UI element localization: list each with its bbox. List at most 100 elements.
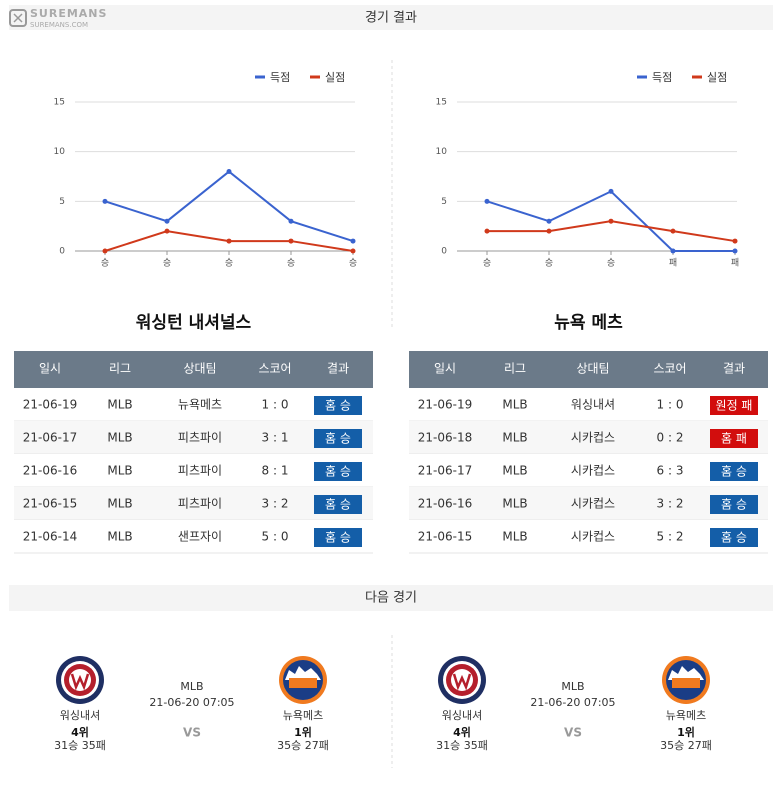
team-rank: 4위 — [71, 726, 89, 739]
cell: 21-06-18 — [418, 431, 472, 445]
data-point — [288, 218, 294, 224]
team-record: 35승 27패 — [660, 739, 712, 752]
legend-label: 득점 — [652, 71, 672, 84]
vs-label: VS — [564, 726, 582, 740]
result-label: 홈 승 — [721, 498, 747, 512]
team-record: 35승 27패 — [277, 739, 329, 752]
data-point — [484, 198, 490, 204]
cell: MLB — [107, 530, 132, 544]
column-header: 스코어 — [653, 362, 686, 376]
result-badge — [710, 396, 758, 415]
data-point — [670, 248, 676, 254]
cell: 시카컵스 — [571, 497, 615, 511]
cell: 1 : 0 — [657, 398, 684, 412]
cell: 뉴욕메츠 — [178, 398, 222, 412]
data-point — [350, 248, 356, 254]
team-record: 31승 35패 — [54, 739, 106, 752]
cell: MLB — [502, 530, 527, 544]
result-badge — [314, 462, 362, 481]
x-tick-label: 승 — [163, 258, 171, 269]
cell: 1 : 0 — [262, 398, 289, 412]
cell: 21-06-14 — [23, 530, 77, 544]
data-point — [288, 238, 294, 244]
table-row — [409, 421, 768, 454]
cell: 시카컵스 — [571, 431, 615, 445]
team-name: 뉴욕메츠 — [666, 709, 706, 722]
cell: MLB — [107, 464, 132, 478]
cell: 피츠파이 — [178, 431, 222, 445]
column-header: 결과 — [327, 362, 349, 376]
x-tick-label: 승 — [349, 258, 357, 269]
x-tick-label: 승 — [545, 258, 553, 269]
cell: 피츠파이 — [178, 497, 222, 511]
x-tick-label: 승 — [607, 258, 615, 269]
result-label: 홈 승 — [325, 531, 351, 545]
team-logo — [289, 678, 317, 688]
result-label: 홈 승 — [325, 498, 351, 512]
data-point — [102, 198, 108, 204]
league: MLB — [180, 680, 203, 693]
data-point — [164, 228, 170, 234]
team-rank: 1위 — [294, 726, 312, 739]
cell: MLB — [107, 398, 132, 412]
x-tick-label: 승 — [101, 258, 109, 269]
section-title: 경기 결과 — [365, 11, 417, 26]
x-tick-label: 패 — [669, 258, 677, 269]
team-logo — [668, 666, 704, 680]
x-tick-label: 패 — [731, 258, 739, 269]
result-badge — [314, 528, 362, 547]
data-point — [164, 218, 170, 224]
cell: 5 : 0 — [262, 530, 289, 544]
section-header — [9, 585, 773, 611]
team-logo — [672, 678, 700, 688]
team-logo — [285, 666, 321, 680]
data-point — [226, 169, 232, 175]
cell: 0 : 2 — [657, 431, 684, 445]
table-row — [409, 520, 768, 553]
vs-label: VS — [183, 726, 201, 740]
cell: MLB — [502, 431, 527, 445]
cell: 3 : 2 — [262, 497, 289, 511]
table-row — [14, 454, 373, 487]
brand-url: SUREMANS.COM — [30, 21, 88, 29]
legend-label: 득점 — [270, 71, 290, 84]
result-badge — [314, 495, 362, 514]
cell: 21-06-15 — [23, 497, 77, 511]
data-point — [102, 248, 108, 254]
cell: 5 : 2 — [657, 530, 684, 544]
data-point — [226, 238, 232, 244]
data-point — [732, 248, 738, 254]
x-tick-label: 승 — [225, 258, 233, 269]
result-label: 홈 승 — [721, 531, 747, 545]
team-rank: 4위 — [453, 726, 471, 739]
cell: 21-06-19 — [23, 398, 77, 412]
result-label: 홈 승 — [721, 465, 747, 479]
y-tick-label: 15 — [54, 98, 65, 108]
cell: MLB — [107, 431, 132, 445]
y-tick-label: 0 — [59, 247, 65, 257]
brand-name: SUREMANS — [30, 7, 107, 20]
legend-label: 실점 — [707, 71, 727, 84]
table-row — [14, 520, 373, 553]
result-badge — [710, 495, 758, 514]
y-tick-label: 10 — [54, 147, 66, 157]
datetime: 21-06-20 07:05 — [149, 696, 234, 709]
result-badge — [710, 429, 758, 448]
cell: MLB — [107, 497, 132, 511]
data-point — [546, 218, 552, 224]
column-header: 일시 — [434, 362, 456, 376]
cell: MLB — [502, 464, 527, 478]
y-tick-label: 5 — [441, 197, 447, 207]
result-badge — [710, 462, 758, 481]
result-label: 홈 승 — [325, 465, 351, 479]
cell: 3 : 2 — [657, 497, 684, 511]
result-label: 홈 패 — [721, 432, 747, 446]
y-tick-label: 0 — [441, 247, 447, 257]
cell: 샌프자이 — [178, 530, 222, 544]
cell: 21-06-16 — [418, 497, 472, 511]
team-title: 워싱턴 내셔널스 — [136, 313, 252, 333]
team-name: 뉴욕메츠 — [283, 709, 323, 722]
data-point — [546, 228, 552, 234]
datetime: 21-06-20 07:05 — [530, 696, 615, 709]
